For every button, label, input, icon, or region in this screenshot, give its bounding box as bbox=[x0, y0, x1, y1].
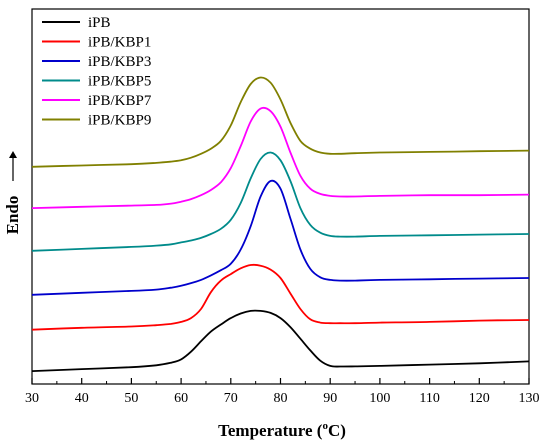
series-line-1 bbox=[31, 263, 530, 331]
x-tick-label: 40 bbox=[75, 391, 89, 406]
x-tick-label: 90 bbox=[323, 391, 337, 406]
legend: iPB iPB/KBP1 iPB/KBP3 iPB/KBP5 iPB/KBP7 iPB/K… bbox=[42, 15, 152, 129]
x-tick-label: 70 bbox=[224, 391, 238, 406]
series-line-4 bbox=[31, 106, 530, 209]
x-tick-label: 120 bbox=[469, 391, 490, 406]
x-axis-ticks: 30 40 50 60 70 80 90 100 110 120 130 bbox=[25, 378, 540, 406]
x-tick-label: 30 bbox=[25, 391, 39, 406]
series-lines bbox=[31, 76, 530, 372]
y-axis-arrow-head bbox=[9, 151, 17, 158]
x-tick-label: 100 bbox=[369, 391, 390, 406]
series-line-0 bbox=[31, 309, 530, 372]
series-line-2 bbox=[31, 179, 530, 296]
legend-label: iPB/KBP9 bbox=[88, 113, 151, 129]
y-axis-label: Endo bbox=[3, 196, 22, 235]
legend-label: iPB/KBP1 bbox=[88, 35, 151, 51]
series-line-3 bbox=[31, 151, 530, 252]
legend-label: iPB/KBP7 bbox=[88, 93, 152, 109]
x-tick-label: 130 bbox=[519, 391, 540, 406]
x-tick-label: 50 bbox=[124, 391, 138, 406]
legend-label: iPB/KBP3 bbox=[88, 54, 151, 70]
y-axis-title: Endo bbox=[3, 151, 22, 234]
legend-label: iPB bbox=[88, 15, 111, 31]
x-tick-label: 80 bbox=[274, 391, 288, 406]
x-tick-label: 60 bbox=[174, 391, 188, 406]
x-tick-label: 110 bbox=[419, 391, 439, 406]
series-line-5 bbox=[31, 76, 530, 168]
legend-label: iPB/KBP5 bbox=[88, 74, 151, 90]
x-axis-title: Temperature (oC) bbox=[218, 420, 346, 440]
